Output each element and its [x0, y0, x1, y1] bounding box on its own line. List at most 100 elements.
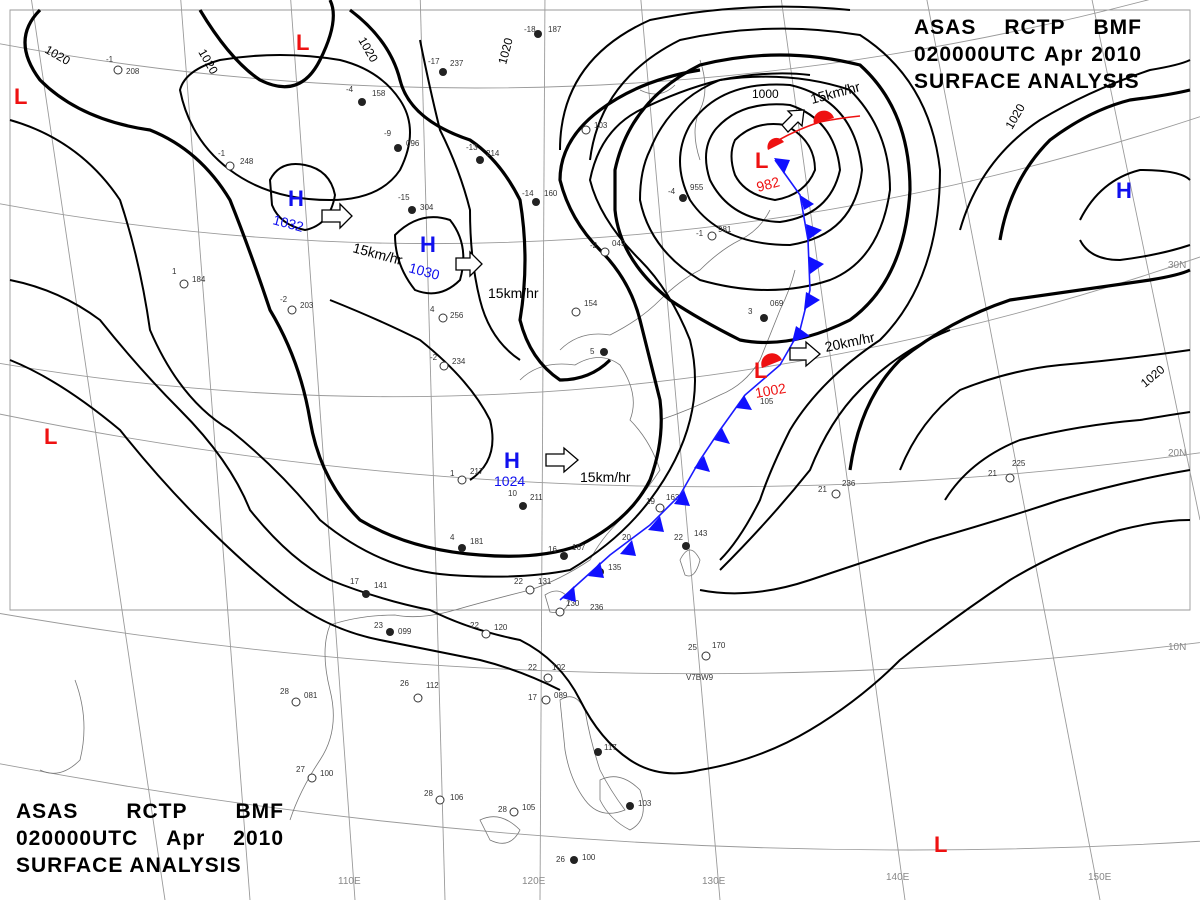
station-plot: 3 069 [748, 299, 784, 322]
low-center-symbol: L [754, 358, 767, 383]
svg-text:184: 184 [192, 275, 206, 284]
high-motion-label: 15km/hr [488, 285, 539, 301]
svg-text:167: 167 [572, 543, 586, 552]
chart-title-top-right: ASAS RCTP BMF 020000UTC Apr 2010 SURFACE ANA… [914, 14, 1142, 95]
high-center-symbol: H [288, 186, 304, 211]
svg-text:081: 081 [304, 691, 318, 700]
isobars [9, 0, 1191, 775]
svg-text:069: 069 [770, 299, 784, 308]
lon-label: 120E [522, 876, 546, 887]
svg-text:-14: -14 [522, 189, 534, 198]
station-plot: 103 [581, 121, 608, 135]
high-center-pressure: 1024 [494, 473, 525, 489]
station-plot: 17 141 [350, 577, 388, 598]
svg-text:160: 160 [544, 189, 558, 198]
high-center-symbol: H [420, 232, 436, 257]
svg-text:20: 20 [622, 533, 631, 542]
station-plot: -1 248 [218, 149, 254, 171]
svg-text:22: 22 [514, 577, 523, 586]
svg-text:141: 141 [374, 581, 388, 590]
svg-text:217: 217 [470, 467, 484, 476]
title-year: 2010 [1091, 43, 1142, 66]
station-plot: 5 105 [590, 347, 774, 406]
svg-text:120: 120 [494, 623, 508, 632]
station-plot: 130 236 [555, 599, 604, 617]
high-center-pressure: 1030 [407, 259, 441, 283]
svg-text:096: 096 [406, 139, 420, 148]
low-center-symbol: L [14, 84, 27, 109]
svg-text:-9: -9 [384, 129, 392, 138]
svg-text:-18: -18 [524, 25, 536, 34]
warm-front [761, 110, 861, 368]
svg-text:237: 237 [450, 59, 464, 68]
pressure-centers: H 1032 H 1030 H 1024 H L 982 L 1002 L L … [14, 30, 1132, 857]
title-product: ASAS [914, 16, 977, 39]
title-description: SURFACE ANALYSIS [16, 854, 242, 877]
svg-text:22: 22 [470, 621, 479, 630]
station-plot: 26 112 [400, 679, 439, 703]
isobar-label: 1020 [495, 36, 516, 66]
coastlines [39, 59, 796, 844]
station-plot: 28 106 [424, 789, 464, 805]
high-motion-label: 15km/hr [580, 469, 631, 485]
low-center-symbol: L [44, 424, 57, 449]
station-plot: 1 217 [450, 467, 484, 485]
svg-text:158: 158 [372, 89, 386, 98]
svg-text:112: 112 [426, 681, 439, 690]
station-plot: -15 304 [398, 193, 434, 214]
svg-text:4: 4 [430, 305, 435, 314]
svg-text:089: 089 [554, 691, 568, 700]
ship-id: V7BW9 [686, 673, 714, 682]
station-plot: 21 236 [818, 479, 856, 499]
svg-text:28: 28 [498, 805, 507, 814]
title-station: RCTP [126, 800, 188, 823]
isobar-label: 1000 [752, 87, 779, 101]
station-plot: 26 100 [556, 853, 596, 864]
station-plot: 22 102 [528, 663, 566, 683]
svg-text:143: 143 [694, 529, 708, 538]
svg-text:106: 106 [450, 793, 464, 802]
svg-text:131: 131 [538, 577, 552, 586]
svg-text:23: 23 [374, 621, 383, 630]
lat-label: 10N [1168, 642, 1186, 653]
svg-text:234: 234 [452, 357, 466, 366]
svg-text:049: 049 [612, 239, 626, 248]
svg-text:1: 1 [450, 469, 455, 478]
station-plot: 28 081 [280, 687, 318, 707]
station-plot: 22 131 [514, 577, 552, 595]
svg-text:-15: -15 [398, 193, 410, 202]
svg-text:26: 26 [556, 855, 565, 864]
svg-text:103: 103 [638, 799, 652, 808]
svg-text:102: 102 [552, 663, 566, 672]
station-plot: -2 234 [430, 353, 466, 371]
title-year: 2010 [233, 827, 284, 850]
station-plot: -2 203 [280, 295, 314, 315]
svg-text:225: 225 [1012, 459, 1026, 468]
station-plot: -9 096 [384, 129, 420, 152]
title-station: RCTP [1004, 16, 1066, 39]
svg-text:248: 248 [240, 157, 254, 166]
svg-text:103: 103 [594, 121, 608, 130]
station-plot: 17 089 [528, 691, 568, 705]
svg-text:135: 135 [608, 563, 622, 572]
svg-text:117: 117 [604, 743, 617, 752]
svg-text:214: 214 [486, 149, 500, 158]
station-plot: 22 143 [674, 529, 708, 550]
svg-text:163: 163 [666, 493, 680, 502]
title-code: BMF [235, 800, 284, 823]
svg-text:-2: -2 [590, 241, 598, 250]
station-plot: -4 158 [346, 85, 386, 106]
low-center-symbol: L [755, 148, 768, 173]
station-plot: 23 099 [374, 621, 412, 636]
station-plot: -14 160 [522, 189, 558, 206]
grid-labels: 110E 120E 130E 140E 150E 30N 20N 10N [338, 260, 1186, 887]
station-plot: -17 237 [428, 57, 464, 76]
station-plot: 4 181 [450, 533, 484, 552]
svg-text:-2: -2 [430, 353, 438, 362]
station-plot: 10 211 [508, 489, 543, 510]
svg-text:130: 130 [566, 599, 580, 608]
station-plot: 4 256 [430, 305, 464, 323]
station-plot: 1 184 [172, 267, 206, 289]
svg-text:236: 236 [590, 603, 604, 612]
